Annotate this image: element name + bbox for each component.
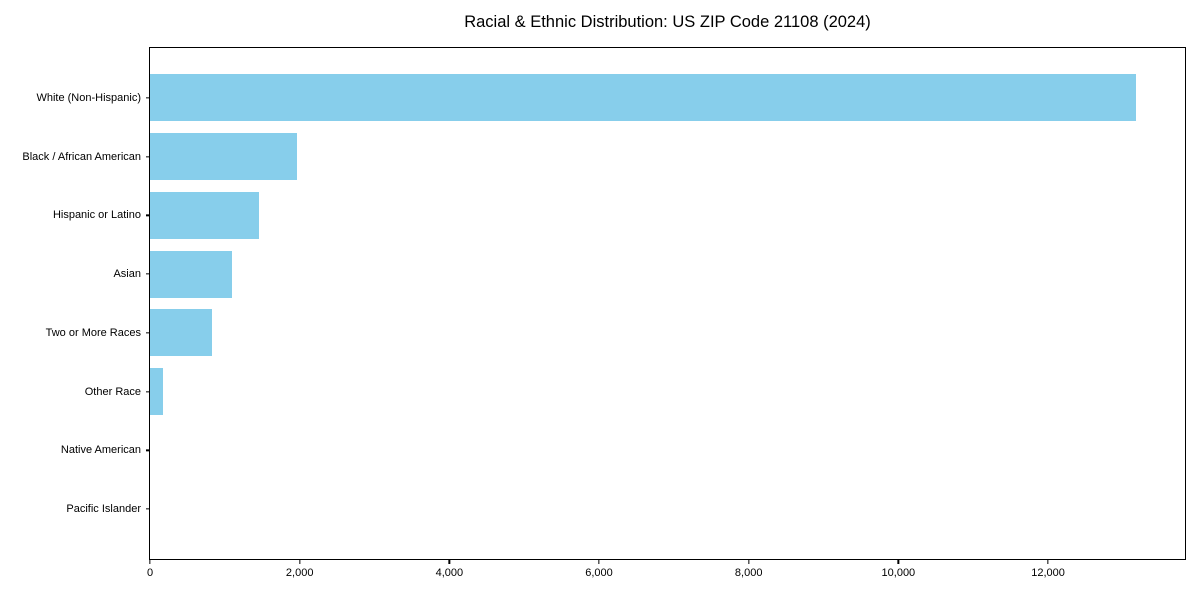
x-axis-tick xyxy=(299,559,301,564)
bar-row: Pacific Islander xyxy=(66,480,1185,539)
y-tick xyxy=(145,97,150,99)
y-tick xyxy=(145,273,150,275)
category-label: Black / African American xyxy=(22,150,141,163)
x-axis-tick xyxy=(598,559,600,564)
y-tick xyxy=(145,332,150,334)
category-label: Asian xyxy=(113,268,141,281)
category-label: White (Non-Hispanic) xyxy=(36,91,141,104)
bar xyxy=(150,368,163,416)
y-tick xyxy=(145,508,150,510)
x-axis-tick-label: 10,000 xyxy=(881,567,916,579)
category-label: Two or More Races xyxy=(45,326,141,339)
plot-area: White (Non-Hispanic) Black / African Amer… xyxy=(22,47,1186,579)
y-tick xyxy=(145,155,150,158)
bar xyxy=(150,74,1136,122)
x-axis-tick-label: 2,000 xyxy=(285,567,314,579)
bar-rows: White (Non-Hispanic) Black / African Amer… xyxy=(22,69,1185,539)
y-tick xyxy=(145,390,150,393)
bar-row: Hispanic or Latino xyxy=(53,186,1185,245)
x-axis-tick xyxy=(149,559,151,564)
x-axis-tick xyxy=(448,559,450,564)
y-tick xyxy=(145,214,150,217)
x-axis-tick xyxy=(897,559,900,564)
x-axis-tick-label: 4,000 xyxy=(435,567,464,579)
bar-row: Asian xyxy=(113,245,1185,304)
y-tick xyxy=(145,449,150,452)
chart-title: Racial & Ethnic Distribution: US ZIP Cod… xyxy=(464,13,871,31)
bar-row: White (Non-Hispanic) xyxy=(36,69,1185,128)
category-label: Other Race xyxy=(84,385,141,398)
x-axis-tick xyxy=(1047,559,1049,564)
x-axis-tick-label: 12,000 xyxy=(1031,567,1065,579)
category-label: Native American xyxy=(60,444,141,457)
x-axis-tick xyxy=(748,559,750,564)
bar-row: Two or More Races xyxy=(46,304,1185,363)
x-axis-tick-label: 8,000 xyxy=(734,567,763,579)
bar xyxy=(150,191,259,239)
x-axis-tick-label: 0 xyxy=(146,567,154,579)
bar-row: Other Race xyxy=(85,362,1185,421)
bar xyxy=(150,250,232,298)
category-label: Hispanic or Latino xyxy=(52,209,141,222)
bar xyxy=(150,309,212,357)
bar xyxy=(150,133,297,181)
bar-row: Native American xyxy=(61,421,1185,480)
category-label: Pacific Islander xyxy=(66,503,141,516)
bar-row: Black / African American xyxy=(22,127,1185,186)
x-axis-tick-label: 6,000 xyxy=(585,567,613,579)
